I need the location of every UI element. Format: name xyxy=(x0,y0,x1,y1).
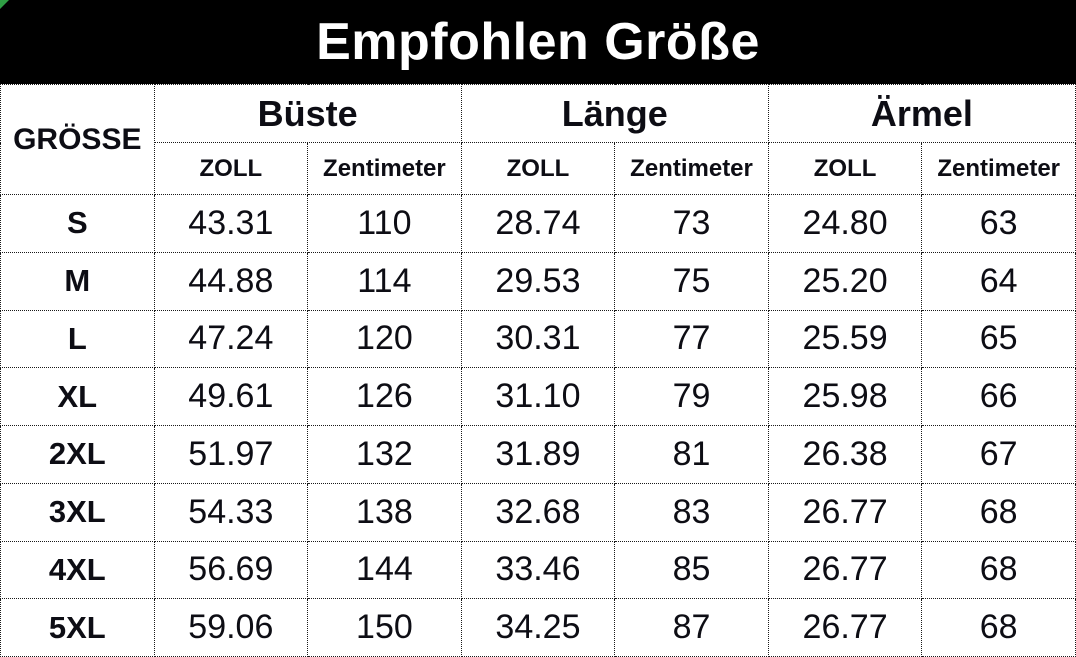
value-cell: 85 xyxy=(614,540,769,600)
unit-header-bueste-zoll: ZOLL xyxy=(153,142,309,195)
value-cell: 132 xyxy=(307,425,462,484)
value-cell: 126 xyxy=(307,367,462,426)
value-cell: 33.46 xyxy=(460,540,616,600)
value-cell: 144 xyxy=(307,540,462,600)
size-chart-table: GRÖSSE Büste Länge Ärmel ZOLL Zentimeter… xyxy=(0,84,1076,657)
value-cell: 73 xyxy=(614,194,769,253)
value-cell: 25.98 xyxy=(767,367,923,426)
value-cell: 29.53 xyxy=(460,251,616,311)
unit-header-aermel-zentimeter: Zentimeter xyxy=(921,142,1076,195)
group-header-bueste: Büste xyxy=(153,84,462,143)
value-cell: 43.31 xyxy=(153,194,309,253)
table-row-5xl: 5XL 59.06 150 34.25 87 26.77 68 xyxy=(0,598,1076,657)
value-cell: 31.10 xyxy=(460,367,616,426)
value-cell: 81 xyxy=(614,425,769,484)
value-cell: 56.69 xyxy=(153,540,309,600)
value-cell: 47.24 xyxy=(153,309,309,369)
group-header-row: GRÖSSE Büste Länge Ärmel xyxy=(0,84,1076,195)
table-row-2xl: 2XL 51.97 132 31.89 81 26.38 67 xyxy=(0,425,1076,484)
unit-header-laenge-zentimeter: Zentimeter xyxy=(614,142,769,195)
value-cell: 26.77 xyxy=(767,598,923,657)
value-cell: 26.38 xyxy=(767,425,923,484)
value-cell: 26.77 xyxy=(767,540,923,600)
value-cell: 34.25 xyxy=(460,598,616,657)
value-cell: 65 xyxy=(921,309,1076,369)
value-cell: 77 xyxy=(614,309,769,369)
unit-header-laenge-zoll: ZOLL xyxy=(460,142,616,195)
value-cell: 30.31 xyxy=(460,309,616,369)
value-cell: 67 xyxy=(921,425,1076,484)
unit-header-bueste-zentimeter: Zentimeter xyxy=(307,142,462,195)
value-cell: 68 xyxy=(921,482,1076,542)
size-label: XL xyxy=(0,367,155,426)
table-row-s: S 43.31 110 28.74 73 24.80 63 xyxy=(0,194,1076,253)
table-row-l: L 47.24 120 30.31 77 25.59 65 xyxy=(0,309,1076,369)
unit-header-row: ZOLL Zentimeter ZOLL Zentimeter ZOLL Zen… xyxy=(1,142,1076,195)
value-cell: 64 xyxy=(921,251,1076,311)
title-bar: Empfohlen Größe xyxy=(0,0,1076,84)
group-header-laenge: Länge xyxy=(460,84,769,143)
value-cell: 28.74 xyxy=(460,194,616,253)
value-cell: 66 xyxy=(921,367,1076,426)
value-cell: 75 xyxy=(614,251,769,311)
value-cell: 110 xyxy=(307,194,462,253)
unit-header-aermel-zoll: ZOLL xyxy=(767,142,923,195)
table-row-3xl: 3XL 54.33 138 32.68 83 26.77 68 xyxy=(0,482,1076,542)
column-header-groesse: GRÖSSE xyxy=(0,84,155,195)
group-header-aermel: Ärmel xyxy=(767,84,1076,143)
table-row-4xl: 4XL 56.69 144 33.46 85 26.77 68 xyxy=(0,540,1076,600)
value-cell: 59.06 xyxy=(153,598,309,657)
value-cell: 120 xyxy=(307,309,462,369)
spreadsheet-corner-marker-icon xyxy=(0,0,9,9)
value-cell: 114 xyxy=(307,251,462,311)
value-cell: 79 xyxy=(614,367,769,426)
size-label: L xyxy=(0,309,155,369)
table-row-xl: XL 49.61 126 31.10 79 25.98 66 xyxy=(0,367,1076,426)
size-label: S xyxy=(0,194,155,253)
value-cell: 83 xyxy=(614,482,769,542)
value-cell: 68 xyxy=(921,598,1076,657)
size-label: M xyxy=(0,251,155,311)
value-cell: 150 xyxy=(307,598,462,657)
value-cell: 31.89 xyxy=(460,425,616,484)
value-cell: 26.77 xyxy=(767,482,923,542)
value-cell: 51.97 xyxy=(153,425,309,484)
value-cell: 49.61 xyxy=(153,367,309,426)
page-title: Empfohlen Größe xyxy=(316,13,760,71)
table-row-m: M 44.88 114 29.53 75 25.20 64 xyxy=(0,251,1076,311)
value-cell: 54.33 xyxy=(153,482,309,542)
size-label: 2XL xyxy=(0,425,155,484)
size-label: 3XL xyxy=(0,482,155,542)
value-cell: 25.20 xyxy=(767,251,923,311)
value-cell: 44.88 xyxy=(153,251,309,311)
value-cell: 138 xyxy=(307,482,462,542)
value-cell: 32.68 xyxy=(460,482,616,542)
size-label: 5XL xyxy=(0,598,155,657)
size-label: 4XL xyxy=(0,540,155,600)
value-cell: 68 xyxy=(921,540,1076,600)
value-cell: 63 xyxy=(921,194,1076,253)
value-cell: 87 xyxy=(614,598,769,657)
value-cell: 25.59 xyxy=(767,309,923,369)
value-cell: 24.80 xyxy=(767,194,923,253)
